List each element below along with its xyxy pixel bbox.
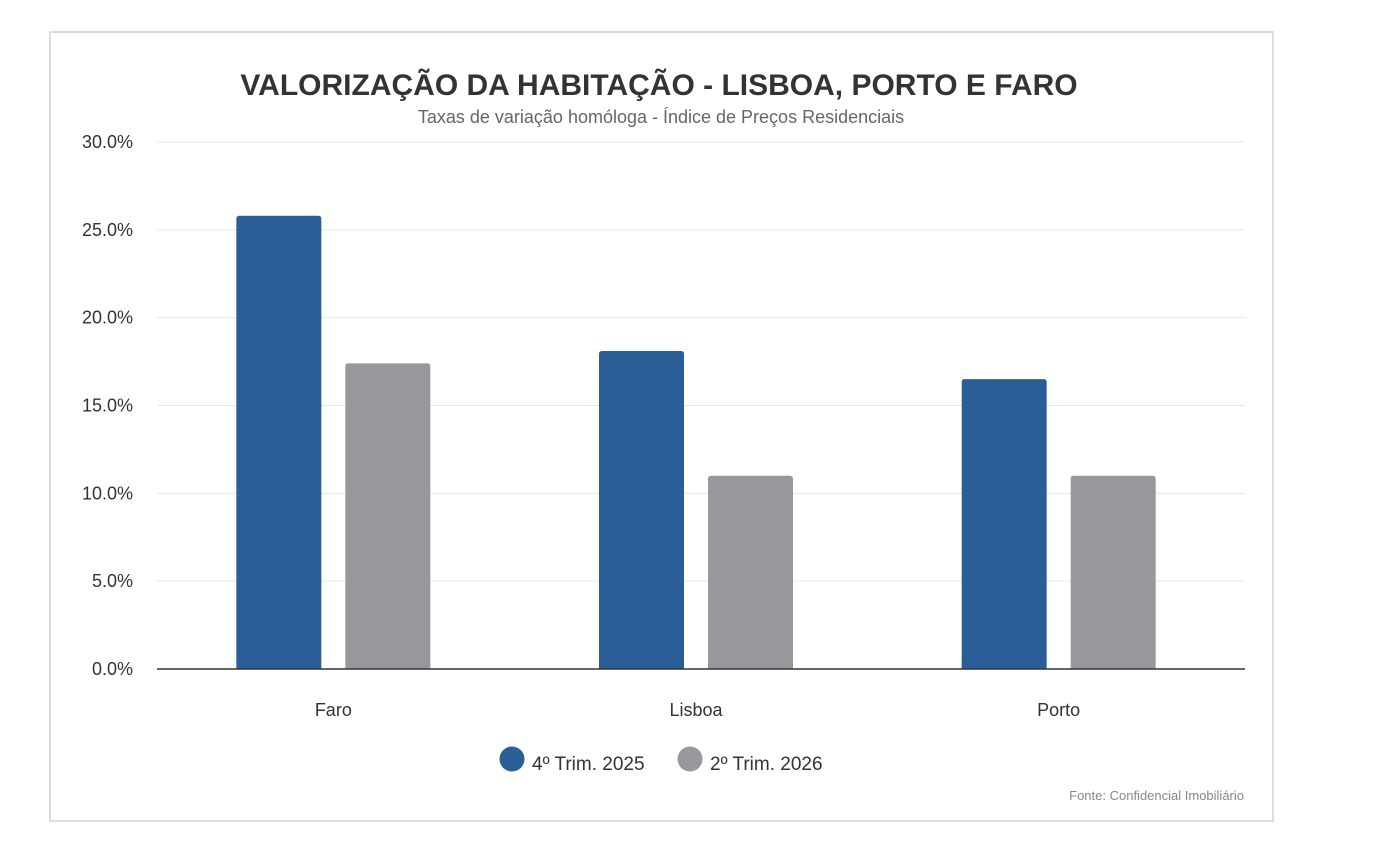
grid-layer: [157, 141, 1245, 582]
x-tick-label: Porto: [1037, 700, 1080, 720]
y-axis-ticks: 0.0% 5.0% 10.0% 15.0% 20.0% 25.0% 30.0%: [82, 132, 133, 679]
bar-porto-series-2[interactable]: [1070, 475, 1156, 669]
legend-swatch[interactable]: [499, 746, 525, 772]
x-tick-label: Lisboa: [669, 700, 723, 720]
chart-title: VALORIZAÇÃO DA HABITAÇÃO - LISBOA, PORTO…: [240, 68, 1077, 102]
legend-swatch[interactable]: [677, 746, 703, 772]
y-tick-label: 5.0%: [92, 571, 133, 591]
bar-lisboa-series-1[interactable]: [599, 351, 684, 669]
bars-layer: [236, 215, 1156, 669]
legend-label[interactable]: 4º Trim. 2025: [532, 754, 645, 775]
bar-lisboa-series-2[interactable]: [708, 475, 793, 669]
y-tick-label: 30.0%: [82, 132, 133, 152]
bar-faro-series-2[interactable]: [345, 363, 431, 669]
chart-subtitle: Taxas de variação homóloga - Índice de P…: [418, 107, 904, 127]
y-tick-label: 20.0%: [82, 308, 133, 328]
legend-label[interactable]: 2º Trim. 2026: [710, 754, 823, 775]
legend: 4º Trim. 2025 2º Trim. 2026: [499, 746, 823, 775]
y-tick-label: 10.0%: [82, 483, 133, 503]
x-tick-label: Faro: [315, 700, 352, 720]
y-tick-label: 25.0%: [82, 220, 133, 240]
bar-faro-series-1[interactable]: [236, 215, 322, 669]
y-tick-label: 0.0%: [92, 659, 133, 679]
y-tick-label: 15.0%: [82, 396, 133, 416]
source-note: Fonte: Confidencial Imobiliário: [1069, 788, 1244, 803]
x-axis-ticks: Faro Lisboa Porto: [315, 700, 1080, 720]
bar-porto-series-1[interactable]: [961, 379, 1047, 669]
